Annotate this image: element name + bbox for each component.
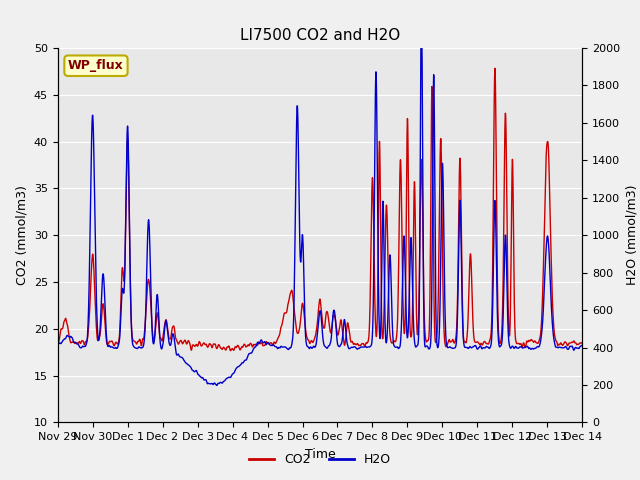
Text: WP_flux: WP_flux [68, 59, 124, 72]
H2O [278, 344, 285, 349]
CO2 [579, 340, 586, 346]
Y-axis label: H2O (mmol/m3): H2O (mmol/m3) [626, 185, 639, 286]
Line: CO2: CO2 [58, 68, 582, 351]
X-axis label: Time: Time [305, 448, 335, 461]
CO2 [278, 323, 285, 328]
CO2 [568, 339, 576, 345]
H2O [114, 345, 122, 351]
Title: LI7500 CO2 and H2O: LI7500 CO2 and H2O [240, 28, 400, 43]
CO2 [114, 341, 122, 347]
CO2 [255, 339, 263, 345]
H2O [579, 343, 586, 349]
CO2 [145, 276, 152, 282]
H2O [255, 341, 263, 347]
H2O [213, 383, 221, 388]
H2O [568, 344, 576, 349]
CO2 [512, 338, 520, 344]
CO2 [54, 340, 61, 346]
Y-axis label: CO2 (mmol/m3): CO2 (mmol/m3) [15, 185, 28, 285]
H2O [54, 341, 61, 347]
Line: H2O: H2O [58, 48, 582, 385]
H2O [417, 45, 425, 51]
CO2 [491, 65, 499, 71]
Legend: CO2, H2O: CO2, H2O [244, 448, 396, 471]
CO2 [227, 348, 234, 354]
H2O [512, 344, 520, 349]
H2O [145, 217, 152, 223]
